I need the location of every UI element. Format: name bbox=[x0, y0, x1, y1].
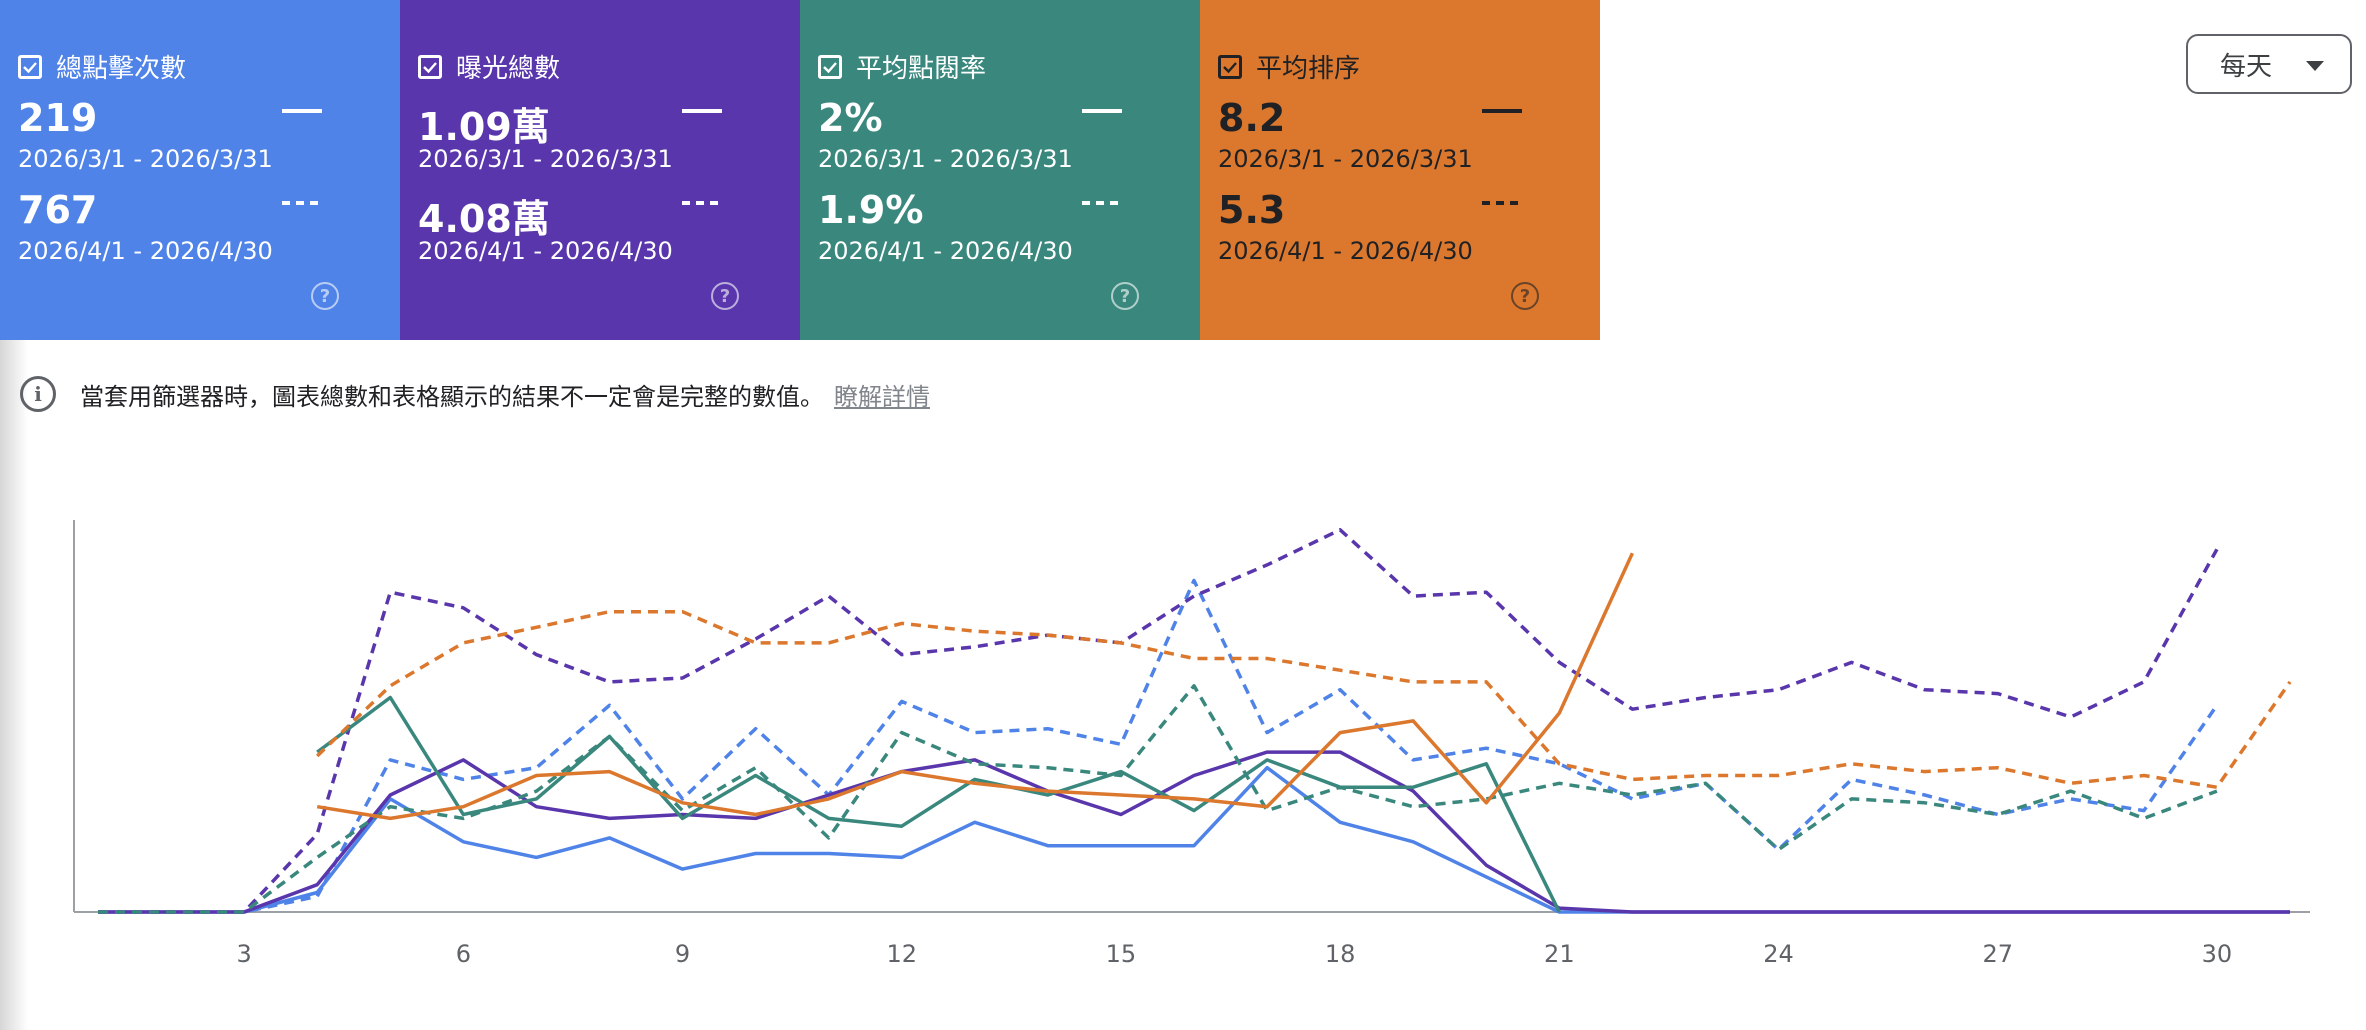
filter-notice: i 當套用篩選器時，圖表總數和表格顯示的結果不一定會是完整的數值。 瞭解詳情 bbox=[20, 376, 930, 412]
x-tick-label: 12 bbox=[886, 940, 917, 968]
dashed-line-legend-icon bbox=[1082, 201, 1122, 205]
series-layer bbox=[98, 528, 2292, 914]
current-date-range: 2026/3/1 - 2026/3/31 bbox=[1218, 145, 1473, 173]
card-header[interactable]: 曝光總數 bbox=[418, 48, 560, 85]
x-tick-label: 24 bbox=[1763, 940, 1794, 968]
x-tick-labels: 3 6 9 12 15 18 21 24 27 30 bbox=[236, 940, 2232, 968]
notice-text: 當套用篩選器時，圖表總數和表格顯示的結果不一定會是完整的數值。 bbox=[80, 382, 824, 411]
metric-card-clicks[interactable]: 總點擊次數 219 2026/3/1 - 2026/3/31 767 2026/… bbox=[0, 0, 400, 340]
card-title: 平均點閱率 bbox=[856, 54, 987, 84]
x-tick-label: 27 bbox=[1982, 940, 2013, 968]
series-line-impressions-current bbox=[98, 750, 2290, 914]
checkbox-checked-icon[interactable] bbox=[418, 54, 442, 79]
solid-line-legend-icon bbox=[282, 109, 322, 113]
checkbox-checked-icon[interactable] bbox=[818, 54, 842, 79]
metric-card-ctr[interactable]: 平均點閱率 2% 2026/3/1 - 2026/3/31 1.9% 2026/… bbox=[800, 0, 1200, 340]
current-value: 1.09萬 bbox=[418, 105, 550, 149]
dashed-line-legend-icon bbox=[282, 201, 322, 205]
card-title: 曝光總數 bbox=[456, 54, 561, 84]
comparison-date-range: 2026/4/1 - 2026/4/30 bbox=[818, 237, 1073, 265]
series-line-ctr-current bbox=[316, 695, 1561, 913]
learn-more-link[interactable]: 瞭解詳情 bbox=[834, 382, 930, 411]
card-header[interactable]: 平均排序 bbox=[1218, 48, 1360, 85]
current-value: 8.2 bbox=[1218, 96, 1286, 140]
x-tick-label: 30 bbox=[2202, 940, 2233, 968]
x-tick-label: 9 bbox=[675, 940, 690, 968]
x-tick-label: 6 bbox=[456, 940, 471, 968]
performance-line-chart: 3 6 9 12 15 18 21 24 27 30 bbox=[73, 520, 2310, 968]
dashed-line-legend-icon bbox=[682, 201, 722, 205]
x-tick-label: 3 bbox=[236, 940, 251, 968]
comparison-value: 1.9% bbox=[818, 188, 924, 232]
comparison-value: 4.08萬 bbox=[418, 197, 550, 241]
dropdown-caret-icon bbox=[2306, 61, 2324, 71]
help-icon[interactable]: ? bbox=[1511, 282, 1539, 310]
series-line-position-previous bbox=[315, 609, 2292, 789]
help-icon[interactable]: ? bbox=[711, 282, 739, 310]
info-icon: i bbox=[20, 376, 56, 412]
series-line-ctr-previous bbox=[98, 684, 2218, 914]
solid-line-legend-icon bbox=[682, 109, 722, 113]
current-date-range: 2026/3/1 - 2026/3/31 bbox=[818, 145, 1073, 173]
card-title: 平均排序 bbox=[1256, 54, 1361, 84]
metric-cards: 總點擊次數 219 2026/3/1 - 2026/3/31 767 2026/… bbox=[0, 0, 1600, 340]
comparison-value: 767 bbox=[18, 188, 98, 232]
current-date-range: 2026/3/1 - 2026/3/31 bbox=[18, 145, 273, 173]
metric-card-position[interactable]: 平均排序 8.2 2026/3/1 - 2026/3/31 5.3 2026/4… bbox=[1200, 0, 1600, 340]
card-header[interactable]: 平均點閱率 bbox=[818, 48, 986, 85]
x-tick-label: 18 bbox=[1325, 940, 1356, 968]
checkbox-checked-icon[interactable] bbox=[1218, 54, 1242, 79]
help-icon[interactable]: ? bbox=[1111, 282, 1139, 310]
dashed-line-legend-icon bbox=[1482, 201, 1522, 205]
comparison-date-range: 2026/4/1 - 2026/4/30 bbox=[18, 237, 273, 265]
series-line-clicks-previous bbox=[98, 578, 2219, 914]
series-line-impressions-previous bbox=[98, 528, 2219, 914]
comparison-date-range: 2026/4/1 - 2026/4/30 bbox=[418, 237, 673, 265]
checkbox-checked-icon[interactable] bbox=[18, 54, 42, 79]
card-title: 總點擊次數 bbox=[56, 54, 187, 84]
period-select[interactable]: 每天 bbox=[2186, 34, 2352, 94]
series-line-clicks-current bbox=[98, 765, 2290, 914]
metric-card-impressions[interactable]: 曝光總數 1.09萬 2026/3/1 - 2026/3/31 4.08萬 20… bbox=[400, 0, 800, 340]
solid-line-legend-icon bbox=[1482, 109, 1522, 113]
x-tick-label: 15 bbox=[1106, 940, 1137, 968]
period-label: 每天 bbox=[2220, 51, 2273, 82]
solid-line-legend-icon bbox=[1082, 109, 1122, 113]
current-date-range: 2026/3/1 - 2026/3/31 bbox=[418, 145, 673, 173]
x-tick-label: 21 bbox=[1544, 940, 1575, 968]
current-value: 219 bbox=[18, 96, 98, 140]
card-header[interactable]: 總點擊次數 bbox=[18, 48, 186, 85]
comparison-value: 5.3 bbox=[1218, 188, 1286, 232]
help-icon[interactable]: ? bbox=[311, 282, 339, 310]
comparison-date-range: 2026/4/1 - 2026/4/30 bbox=[1218, 237, 1473, 265]
current-value: 2% bbox=[818, 96, 883, 140]
series-line-position-current bbox=[316, 552, 1634, 821]
